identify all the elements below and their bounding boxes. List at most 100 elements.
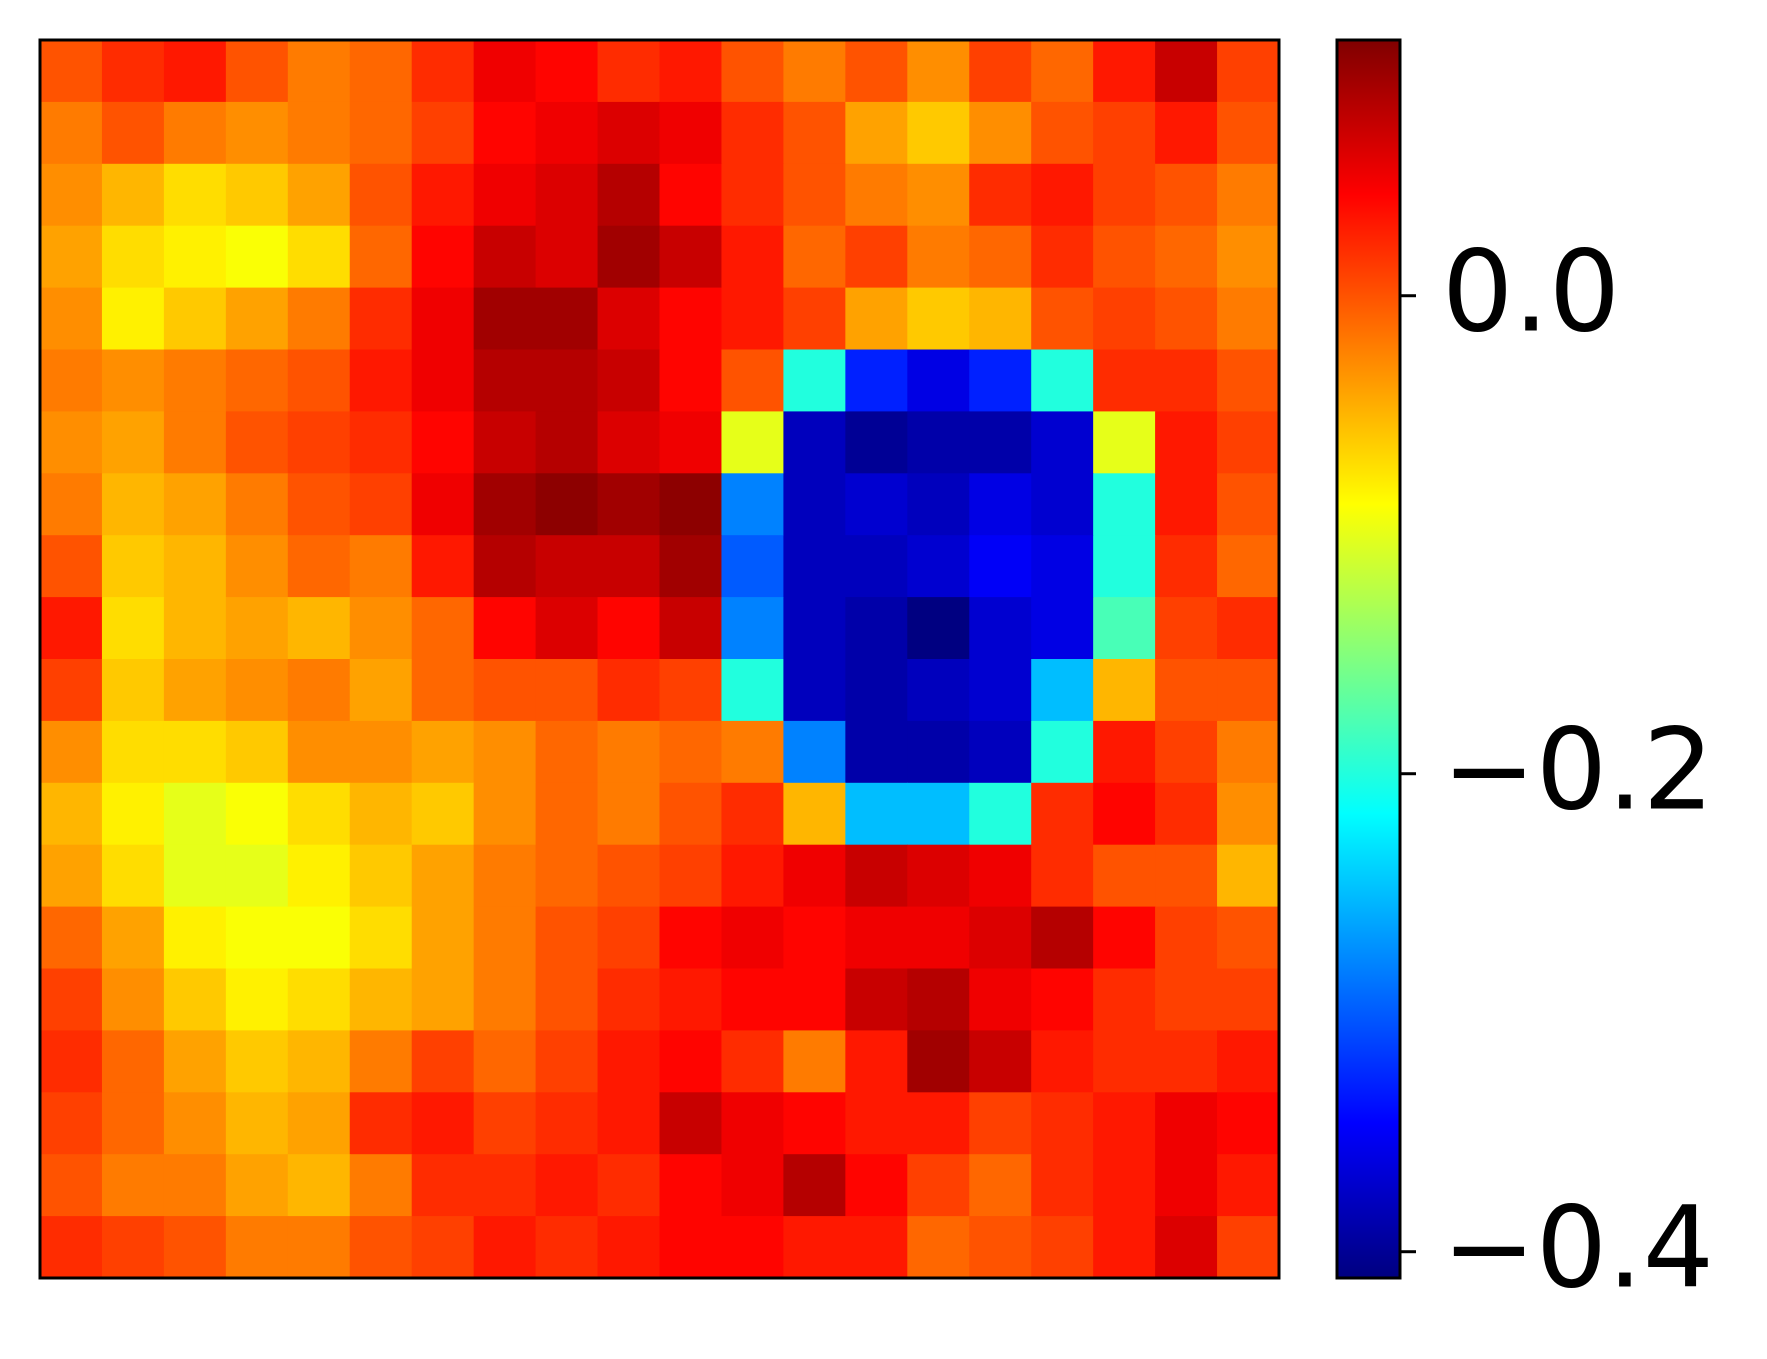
heatmap-cell bbox=[845, 1154, 908, 1217]
heatmap-cell bbox=[411, 1092, 475, 1155]
heatmap-cell bbox=[1031, 1216, 1094, 1279]
heatmap-cell bbox=[845, 287, 908, 351]
heatmap-cell bbox=[969, 287, 1032, 351]
heatmap-cell bbox=[473, 225, 537, 289]
heatmap-cell bbox=[907, 411, 970, 474]
heatmap-cell bbox=[1155, 101, 1218, 165]
heatmap-cell bbox=[1031, 473, 1094, 536]
heatmap-cell bbox=[783, 1154, 846, 1217]
heatmap-cell bbox=[783, 163, 846, 227]
heatmap-cell bbox=[101, 40, 165, 103]
heatmap-cell bbox=[101, 411, 165, 474]
heatmap-cell bbox=[40, 225, 103, 289]
heatmap-cell bbox=[783, 101, 846, 165]
heatmap-cell bbox=[163, 535, 227, 598]
heatmap-cell bbox=[473, 1030, 537, 1093]
heatmap-cell bbox=[783, 968, 846, 1031]
heatmap-cell bbox=[411, 411, 475, 474]
heatmap-cell bbox=[845, 411, 908, 474]
heatmap-cell bbox=[907, 349, 970, 412]
heatmap-cell bbox=[349, 163, 413, 227]
heatmap-cell bbox=[721, 473, 784, 536]
heatmap-cell bbox=[225, 1216, 289, 1279]
heatmap-cell bbox=[721, 1092, 784, 1155]
heatmap-cell bbox=[473, 163, 537, 227]
heatmap-cell bbox=[163, 597, 227, 660]
heatmap-cell bbox=[40, 844, 103, 908]
heatmap-cell bbox=[597, 597, 661, 660]
heatmap-cell bbox=[845, 844, 908, 908]
heatmap-cell bbox=[101, 659, 165, 722]
heatmap-cell bbox=[969, 659, 1032, 722]
heatmap-cell bbox=[597, 968, 661, 1031]
heatmap-cell bbox=[659, 1030, 723, 1093]
heatmap-cell bbox=[721, 287, 784, 351]
heatmap-cell bbox=[721, 411, 784, 474]
heatmap-cell bbox=[40, 535, 103, 598]
heatmap-cell bbox=[1031, 844, 1094, 908]
heatmap-cell bbox=[287, 782, 351, 846]
heatmap-cell bbox=[287, 473, 351, 536]
heatmap-cell bbox=[1031, 968, 1094, 1031]
heatmap-cell bbox=[969, 473, 1032, 536]
heatmap-cell bbox=[225, 844, 289, 908]
heatmap-cell bbox=[535, 349, 599, 412]
heatmap-cell bbox=[473, 597, 537, 660]
heatmap-cell bbox=[1093, 225, 1156, 289]
heatmap-cell bbox=[349, 535, 413, 598]
heatmap-cell bbox=[349, 349, 413, 412]
heatmap-cell bbox=[535, 782, 599, 846]
colorbar-tick-label: 0.0 bbox=[1442, 227, 1620, 357]
heatmap-cell bbox=[659, 597, 723, 660]
heatmap-cell bbox=[411, 101, 475, 165]
heatmap-cell bbox=[721, 844, 784, 908]
heatmap-cell bbox=[659, 1216, 723, 1279]
heatmap-cell bbox=[907, 163, 970, 227]
heatmap-cell bbox=[783, 597, 846, 660]
heatmap-cell bbox=[1217, 1030, 1280, 1093]
heatmap-cell bbox=[1031, 659, 1094, 722]
heatmap-cell bbox=[1217, 720, 1280, 784]
heatmap-cell bbox=[163, 720, 227, 784]
heatmap-cell bbox=[1093, 597, 1156, 660]
heatmap-cell bbox=[535, 659, 599, 722]
heatmap-cell bbox=[287, 906, 351, 970]
heatmap-cell bbox=[40, 1154, 103, 1217]
heatmap-cell bbox=[1155, 844, 1218, 908]
heatmap-cell bbox=[969, 101, 1032, 165]
heatmap-cell bbox=[659, 968, 723, 1031]
heatmap-cell bbox=[1155, 968, 1218, 1031]
heatmap-cell bbox=[721, 968, 784, 1031]
heatmap-cell bbox=[535, 101, 599, 165]
heatmap-cell bbox=[1217, 349, 1280, 412]
heatmap-cell bbox=[1093, 287, 1156, 351]
heatmap-cell bbox=[411, 782, 475, 846]
heatmap-cell bbox=[1093, 782, 1156, 846]
heatmap-cell bbox=[287, 40, 351, 103]
heatmap-cell bbox=[907, 287, 970, 351]
heatmap-cell bbox=[40, 163, 103, 227]
heatmap-cell bbox=[659, 659, 723, 722]
heatmap-cell bbox=[225, 101, 289, 165]
heatmap-cell bbox=[1093, 968, 1156, 1031]
heatmap-cell bbox=[845, 968, 908, 1031]
heatmap-cell bbox=[907, 535, 970, 598]
plot-frame bbox=[38, 38, 1281, 1280]
heatmap-cell bbox=[1155, 1092, 1218, 1155]
heatmap-cell bbox=[287, 163, 351, 227]
heatmap-cell bbox=[163, 1216, 227, 1279]
heatmap-cell bbox=[225, 1092, 289, 1155]
heatmap-cell bbox=[349, 411, 413, 474]
heatmap-cell bbox=[473, 411, 537, 474]
heatmap-cell bbox=[411, 287, 475, 351]
heatmap-cell bbox=[969, 782, 1032, 846]
heatmap-cell bbox=[1217, 1216, 1280, 1279]
heatmap-cell bbox=[1031, 1154, 1094, 1217]
heatmap-cell bbox=[411, 535, 475, 598]
heatmap-cell bbox=[163, 101, 227, 165]
heatmap-cell bbox=[1155, 659, 1218, 722]
heatmap-cell bbox=[349, 473, 413, 536]
heatmap-cell bbox=[845, 1216, 908, 1279]
heatmap-cell bbox=[659, 535, 723, 598]
